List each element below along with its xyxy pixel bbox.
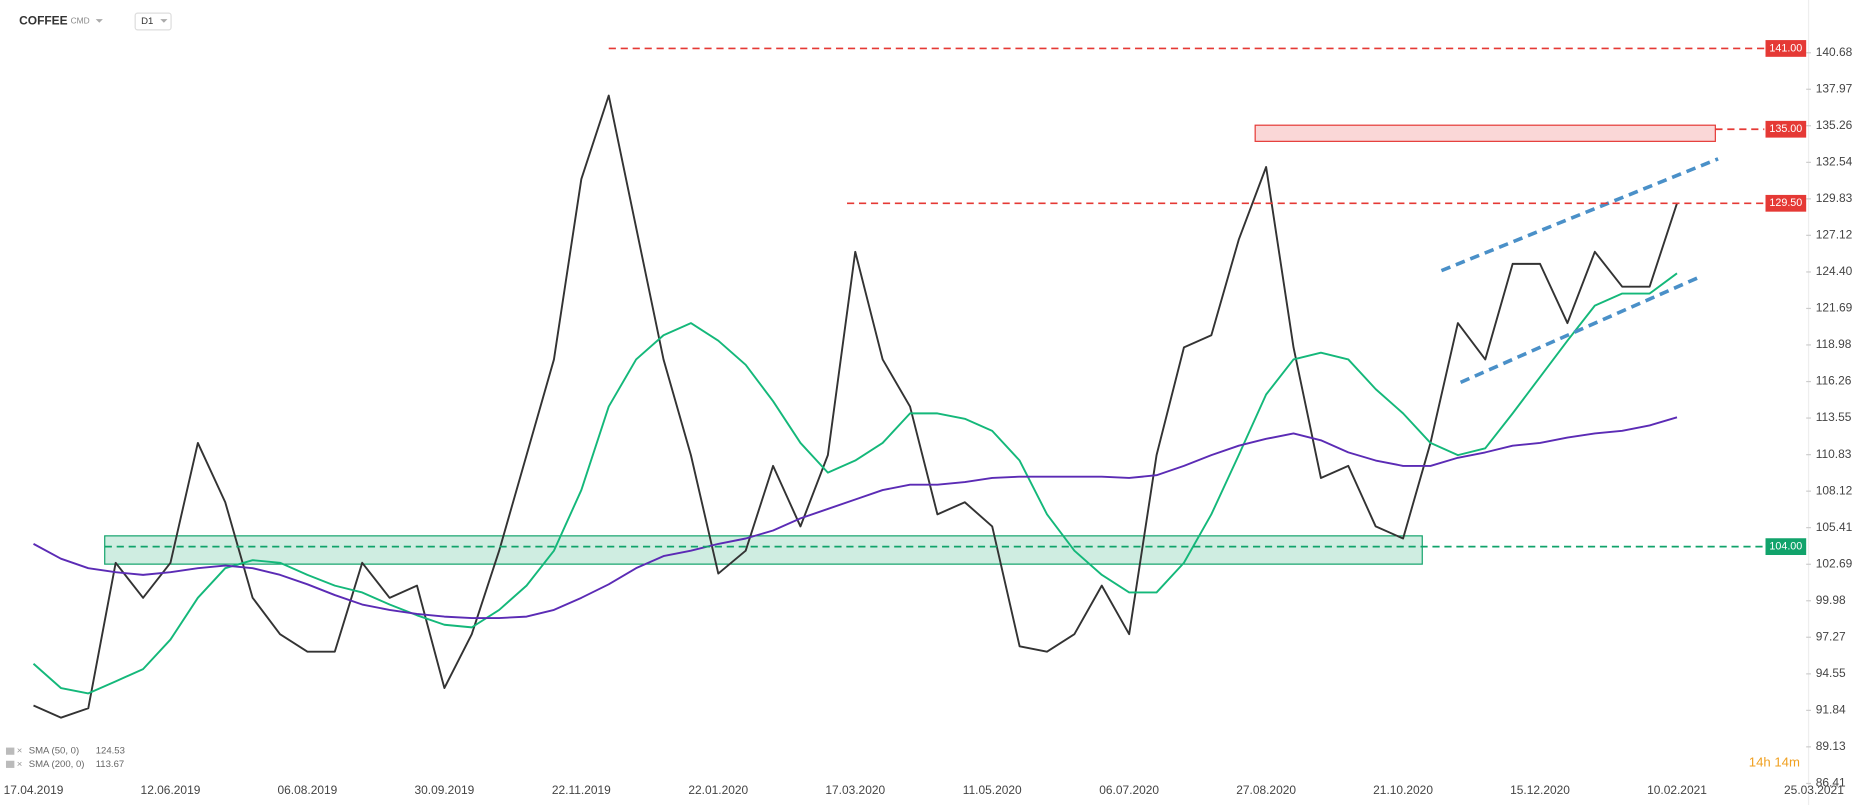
legend-name: SMA (200, 0) <box>29 759 85 770</box>
legend-icon <box>5 760 15 768</box>
y-tick-label: 121.69 <box>1816 301 1853 315</box>
x-tick-label: 10.02.2021 <box>1647 783 1707 797</box>
channel-line <box>1459 275 1700 385</box>
level-tag <box>1765 120 1807 138</box>
x-tick-label: 06.08.2019 <box>278 783 338 797</box>
y-tick-label: 118.98 <box>1816 337 1852 351</box>
legend-value: 113.67 <box>96 759 125 770</box>
dropdown-arrow[interactable] <box>160 19 168 23</box>
level-label: 129.50 <box>1769 197 1802 209</box>
x-tick-label: 12.06.2019 <box>141 783 201 797</box>
zone <box>1254 124 1716 142</box>
y-tick-label: 91.84 <box>1816 703 1846 717</box>
timeframe[interactable]: D1 <box>141 16 153 27</box>
x-tick-label: 22.11.2019 <box>552 783 611 797</box>
y-tick-label: 124.40 <box>1816 264 1853 278</box>
level-tag <box>1765 538 1807 556</box>
legend-close: × <box>17 746 23 757</box>
plot-area <box>32 94 1719 719</box>
legend-value: 124.53 <box>96 746 125 757</box>
x-tick-label: 15.12.2020 <box>1510 783 1570 797</box>
timeframe-box[interactable] <box>134 12 172 31</box>
y-tick-label: 108.12 <box>1816 483 1853 497</box>
y-tick-label: 132.54 <box>1816 155 1853 169</box>
channel-line <box>1440 157 1719 273</box>
level-tag <box>1765 40 1807 57</box>
y-tick-label: 102.69 <box>1816 556 1853 570</box>
y-tick-label: 135.26 <box>1816 118 1853 132</box>
x-tick-label: 30.09.2019 <box>414 783 474 797</box>
x-tick-label: 21.10.2020 <box>1373 783 1433 797</box>
y-tick-label: 94.55 <box>1816 666 1846 680</box>
y-tick-label: 113.55 <box>1816 410 1852 424</box>
y-tick-label: 105.41 <box>1816 520 1853 534</box>
series-line <box>33 416 1678 620</box>
y-tick-label: 97.27 <box>1816 629 1846 643</box>
level-tag <box>1765 194 1807 212</box>
series-line <box>33 94 1678 719</box>
y-tick-label: 86.41 <box>1816 776 1846 790</box>
symbol: COFFEE <box>19 14 68 28</box>
y-tick-label: 127.12 <box>1816 227 1853 241</box>
countdown: 14h 14m <box>1749 755 1800 770</box>
level-label: 141.00 <box>1769 42 1802 54</box>
y-tick-label: 110.83 <box>1816 447 1852 461</box>
y-tick-label: 89.13 <box>1816 739 1846 753</box>
dropdown-arrow[interactable] <box>95 19 103 23</box>
level-label: 104.00 <box>1769 540 1802 552</box>
legend-name: SMA (50, 0) <box>29 746 79 757</box>
x-tick-label: 17.03.2020 <box>825 783 885 797</box>
y-tick-label: 137.97 <box>1816 81 1853 95</box>
legend-close: × <box>17 759 23 770</box>
legend-icon <box>5 747 15 755</box>
x-tick-label: 11.05.2020 <box>963 783 1022 797</box>
x-tick-label: 17.04.2019 <box>4 783 64 797</box>
y-tick-label: 129.83 <box>1816 191 1853 205</box>
level-label: 135.00 <box>1769 123 1802 135</box>
zone <box>104 535 1423 565</box>
x-tick-label: 06.07.2020 <box>1099 783 1159 797</box>
x-tick-label: 25.03.2021 <box>1784 783 1844 797</box>
x-tick-label: 27.08.2020 <box>1236 783 1296 797</box>
y-tick-label: 116.26 <box>1816 374 1852 388</box>
x-tick-label: 22.01.2020 <box>688 783 748 797</box>
y-tick-label: 99.98 <box>1816 593 1846 607</box>
series-line <box>32 272 1678 695</box>
y-tick-label: 140.68 <box>1816 45 1853 59</box>
market[interactable]: CMD <box>71 16 90 26</box>
